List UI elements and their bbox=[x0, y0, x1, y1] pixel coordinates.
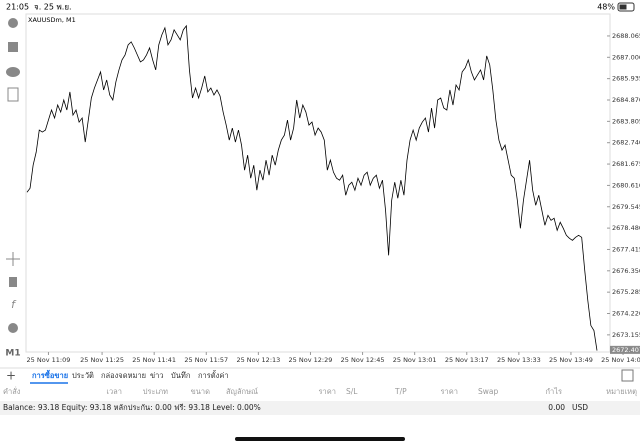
x-tick-label: 25 Nov 14:05 bbox=[601, 356, 640, 364]
tab[interactable]: ประวัติ bbox=[72, 371, 94, 380]
column-header: ประเภท bbox=[143, 387, 168, 396]
balance-row bbox=[0, 401, 640, 415]
x-tick-label: 25 Nov 12:45 bbox=[341, 356, 385, 364]
table-header: คำสั่ง เวลา ประเภท ขนาด สัญลักษณ์ ราคา S/L T/P ร… bbox=[3, 386, 637, 396]
tab[interactable]: บันทึก bbox=[171, 371, 190, 380]
y-tick-label: 2673.155 bbox=[612, 331, 640, 339]
column-header: หมายเหตุ bbox=[606, 387, 637, 396]
objects-icon[interactable] bbox=[8, 323, 18, 333]
tab[interactable]: กล่องจดหมาย bbox=[101, 371, 146, 380]
x-tick-label: 25 Nov 13:49 bbox=[549, 356, 593, 364]
y-tick-label: 2687.000 bbox=[612, 53, 640, 61]
tab[interactable]: การตั้งค่า bbox=[198, 370, 229, 380]
battery-text: 48% bbox=[597, 3, 615, 12]
add-indicator-icon[interactable] bbox=[7, 87, 19, 102]
balance-amount: 0.00 bbox=[548, 403, 565, 412]
home-indicator bbox=[235, 437, 405, 441]
y-tick-label: 2685.935 bbox=[612, 75, 640, 83]
column-header: T/P bbox=[394, 387, 407, 396]
current-price-box bbox=[610, 345, 640, 354]
column-header: ขนาด bbox=[191, 387, 210, 396]
balance-summary: Balance: 93.18 Equity: 93.18 หลักประกัน:… bbox=[3, 403, 261, 412]
tab[interactable]: การซื้อขาย bbox=[32, 369, 68, 380]
column-header: กำไร bbox=[545, 387, 562, 396]
y-tick-label: 2674.220 bbox=[612, 310, 640, 318]
x-tick-label: 25 Nov 13:33 bbox=[497, 356, 541, 364]
y-tick-label: 2680.610 bbox=[612, 181, 640, 189]
column-header: คำสั่ง bbox=[3, 386, 21, 396]
trade-icon[interactable] bbox=[8, 42, 18, 52]
column-header: S/L bbox=[346, 387, 358, 396]
x-tick-label: 25 Nov 11:09 bbox=[27, 356, 71, 364]
x-tick-label: 25 Nov 11:57 bbox=[184, 356, 228, 364]
battery-level bbox=[619, 4, 627, 10]
tabs: การซื้อขาย ประวัติ กล่องจดหมาย ข่าว บันทึก กา… bbox=[30, 369, 229, 384]
y-tick-label: 2683.805 bbox=[612, 117, 640, 125]
x-tick-label: 25 Nov 13:01 bbox=[393, 356, 437, 364]
column-header: สัญลักษณ์ bbox=[226, 387, 258, 396]
x-tick-label: 25 Nov 13:17 bbox=[445, 356, 489, 364]
chart-title: XAUUSDm, M1 bbox=[28, 16, 76, 24]
plot-frame bbox=[25, 13, 611, 353]
crosshair-icon[interactable] bbox=[6, 252, 20, 266]
x-tick-label: 25 Nov 12:13 bbox=[236, 356, 280, 364]
current-price-label: 2672.407 bbox=[612, 346, 640, 354]
plot: 2688.065 2687.000 2685.935 2684.870 2683.805… bbox=[26, 24, 640, 364]
balance-currency: USD bbox=[572, 403, 588, 412]
account-icon[interactable] bbox=[8, 18, 18, 28]
tab[interactable]: ข่าว bbox=[150, 371, 164, 380]
chat-icon[interactable] bbox=[6, 67, 20, 77]
y-tick-label: 2681.675 bbox=[612, 160, 640, 168]
y-tick-label: 2679.545 bbox=[612, 203, 640, 211]
function-icon[interactable]: f bbox=[11, 298, 17, 311]
status-time: 21:05 bbox=[6, 3, 29, 12]
y-tick-label: 2688.065 bbox=[612, 32, 640, 40]
add-button[interactable]: + bbox=[6, 369, 16, 383]
x-tick-label: 25 Nov 12:29 bbox=[289, 356, 333, 364]
x-tick-label: 25 Nov 11:25 bbox=[80, 356, 124, 364]
battery-icon bbox=[617, 2, 635, 12]
y-tick-label: 2684.870 bbox=[612, 96, 640, 104]
x-tick-label: 25 Nov 11:41 bbox=[132, 356, 176, 364]
column-header: ราคา bbox=[319, 387, 336, 396]
column-header: เวลา bbox=[106, 387, 122, 396]
column-header: ราคา bbox=[441, 387, 458, 396]
y-tick-label: 2677.415 bbox=[612, 245, 640, 253]
expand-icon[interactable] bbox=[621, 369, 634, 382]
y-tick-label: 2682.740 bbox=[612, 139, 640, 147]
status-date: จ. 25 พ.ย. bbox=[34, 3, 72, 12]
price-line bbox=[26, 24, 598, 351]
left-toolbar: f M1 bbox=[5, 18, 21, 359]
y-tick-label: 2676.350 bbox=[612, 267, 640, 275]
candles-icon[interactable] bbox=[9, 277, 17, 287]
column-header: Swap bbox=[478, 387, 498, 396]
y-tick-label: 2675.285 bbox=[612, 288, 640, 296]
timeframe-button[interactable]: M1 bbox=[5, 349, 20, 359]
y-tick-label: 2678.480 bbox=[612, 224, 640, 232]
